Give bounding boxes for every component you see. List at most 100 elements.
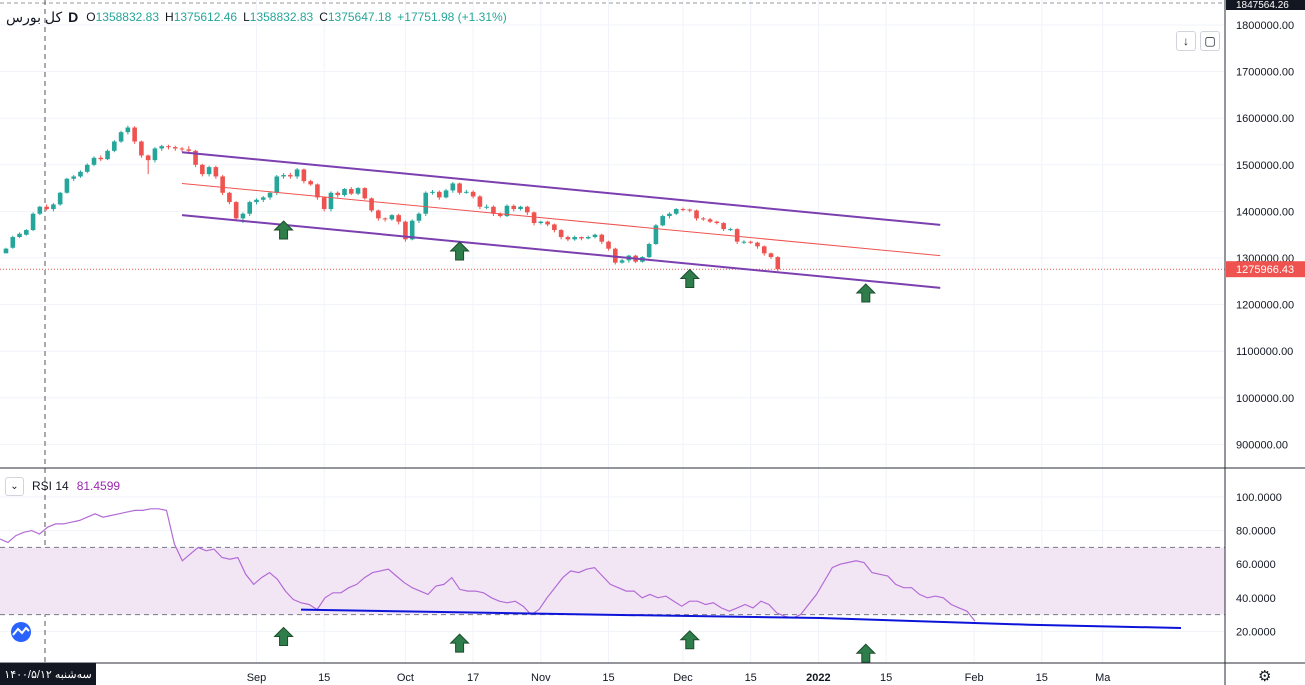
candle-body[interactable] <box>30 213 36 231</box>
candle-body[interactable] <box>247 202 253 214</box>
candle-body[interactable] <box>491 206 496 214</box>
candle-body[interactable] <box>484 206 489 208</box>
candle-body[interactable] <box>91 157 97 165</box>
candle-body[interactable] <box>396 215 401 222</box>
candle-body[interactable] <box>531 212 537 224</box>
candle-body[interactable] <box>660 216 665 226</box>
candle-body[interactable] <box>728 229 733 231</box>
candle-body[interactable] <box>450 183 456 191</box>
candle-body[interactable] <box>213 167 219 177</box>
candle-body[interactable] <box>701 218 706 220</box>
candle-body[interactable] <box>321 197 327 210</box>
candle-body[interactable] <box>538 221 544 224</box>
rsi-name[interactable]: RSI 14 <box>32 479 69 493</box>
candle-body[interactable] <box>714 221 720 224</box>
candle-body[interactable] <box>734 229 740 242</box>
candle-body[interactable] <box>308 181 313 185</box>
candle-body[interactable] <box>592 234 598 238</box>
candle-body[interactable] <box>464 191 469 193</box>
candle-body[interactable] <box>376 210 381 219</box>
candle-body[interactable] <box>227 192 232 203</box>
candle-body[interactable] <box>680 209 686 211</box>
candle-body[interactable] <box>619 260 625 263</box>
candle-body[interactable] <box>382 218 388 220</box>
channel-mid-line[interactable] <box>181 182 941 257</box>
candle-body[interactable] <box>707 219 713 222</box>
candle-body[interactable] <box>673 209 679 214</box>
candle-body[interactable] <box>335 192 341 196</box>
candle-body[interactable] <box>17 233 22 238</box>
candle-body[interactable] <box>430 191 435 193</box>
candle-body[interactable] <box>206 167 212 175</box>
candle-body[interactable] <box>267 192 273 198</box>
candle-body[interactable] <box>159 146 165 149</box>
candle-body[interactable] <box>71 176 76 179</box>
rsi-line[interactable] <box>0 508 976 622</box>
channel-upper-line[interactable] <box>181 151 941 226</box>
candle-body[interactable] <box>328 192 334 210</box>
chevron-down-icon[interactable]: ⌄ <box>5 476 24 496</box>
candle-body[interactable] <box>355 188 361 194</box>
arrow-up-marker[interactable] <box>855 643 876 663</box>
candle-body[interactable] <box>51 204 56 210</box>
arrow-up-marker[interactable] <box>679 268 700 289</box>
candle-body[interactable] <box>443 190 449 198</box>
price-pane[interactable] <box>0 125 1225 303</box>
candle-body[interactable] <box>288 175 293 177</box>
candle-body[interactable] <box>186 149 192 151</box>
candle-body[interactable] <box>768 253 774 258</box>
tradingview-logo-icon[interactable] <box>8 622 34 642</box>
candle-body[interactable] <box>761 246 767 254</box>
candle-body[interactable] <box>132 127 137 142</box>
candle-body[interactable] <box>409 220 415 240</box>
candle-body[interactable] <box>721 223 726 230</box>
candle-body[interactable] <box>3 248 9 254</box>
candle-body[interactable] <box>145 155 151 161</box>
candle-body[interactable] <box>558 230 564 238</box>
candle-body[interactable] <box>403 221 408 240</box>
candle-body[interactable] <box>193 150 198 165</box>
candle-body[interactable] <box>741 241 747 243</box>
candle-body[interactable] <box>172 147 178 149</box>
candle-body[interactable] <box>646 244 652 258</box>
candle-body[interactable] <box>504 205 510 217</box>
candle-body[interactable] <box>166 146 171 148</box>
candle-body[interactable] <box>518 206 523 210</box>
candle-body[interactable] <box>362 188 368 199</box>
candle-body[interactable] <box>579 237 584 239</box>
candle-body[interactable] <box>281 175 286 177</box>
candle-body[interactable] <box>315 184 320 198</box>
candle-body[interactable] <box>653 225 659 245</box>
candle-body[interactable] <box>748 241 753 243</box>
candle-body[interactable] <box>524 206 530 213</box>
candle-body[interactable] <box>57 192 63 205</box>
candle-body[interactable] <box>254 199 259 203</box>
candle-body[interactable] <box>294 169 300 177</box>
candle-body[interactable] <box>44 206 49 210</box>
arrow-up-marker[interactable] <box>449 633 470 653</box>
candle-body[interactable] <box>497 213 503 217</box>
candle-body[interactable] <box>436 191 442 198</box>
candle-body[interactable] <box>572 237 577 240</box>
candle-body[interactable] <box>511 205 517 210</box>
candle-body[interactable] <box>37 206 43 214</box>
gear-icon[interactable]: ⚙ <box>1258 668 1272 685</box>
candle-body[interactable] <box>694 210 699 219</box>
arrow-up-marker[interactable] <box>273 626 294 646</box>
candle-body[interactable] <box>687 209 693 211</box>
candle-body[interactable] <box>152 148 158 161</box>
arrow-up-marker[interactable] <box>855 283 876 303</box>
candle-body[interactable] <box>64 178 70 193</box>
candle-body[interactable] <box>301 169 307 182</box>
candle-body[interactable] <box>220 176 225 193</box>
candle-body[interactable] <box>260 197 266 200</box>
candle-body[interactable] <box>139 141 144 156</box>
candle-body[interactable] <box>585 237 591 239</box>
arrow-up-marker[interactable] <box>679 630 700 650</box>
candle-body[interactable] <box>10 237 16 248</box>
candle-body[interactable] <box>477 196 483 207</box>
candle-body[interactable] <box>118 132 124 142</box>
candle-body[interactable] <box>599 234 605 242</box>
arrow-down-icon[interactable]: ↓ <box>1176 31 1196 51</box>
candle-body[interactable] <box>98 157 104 160</box>
